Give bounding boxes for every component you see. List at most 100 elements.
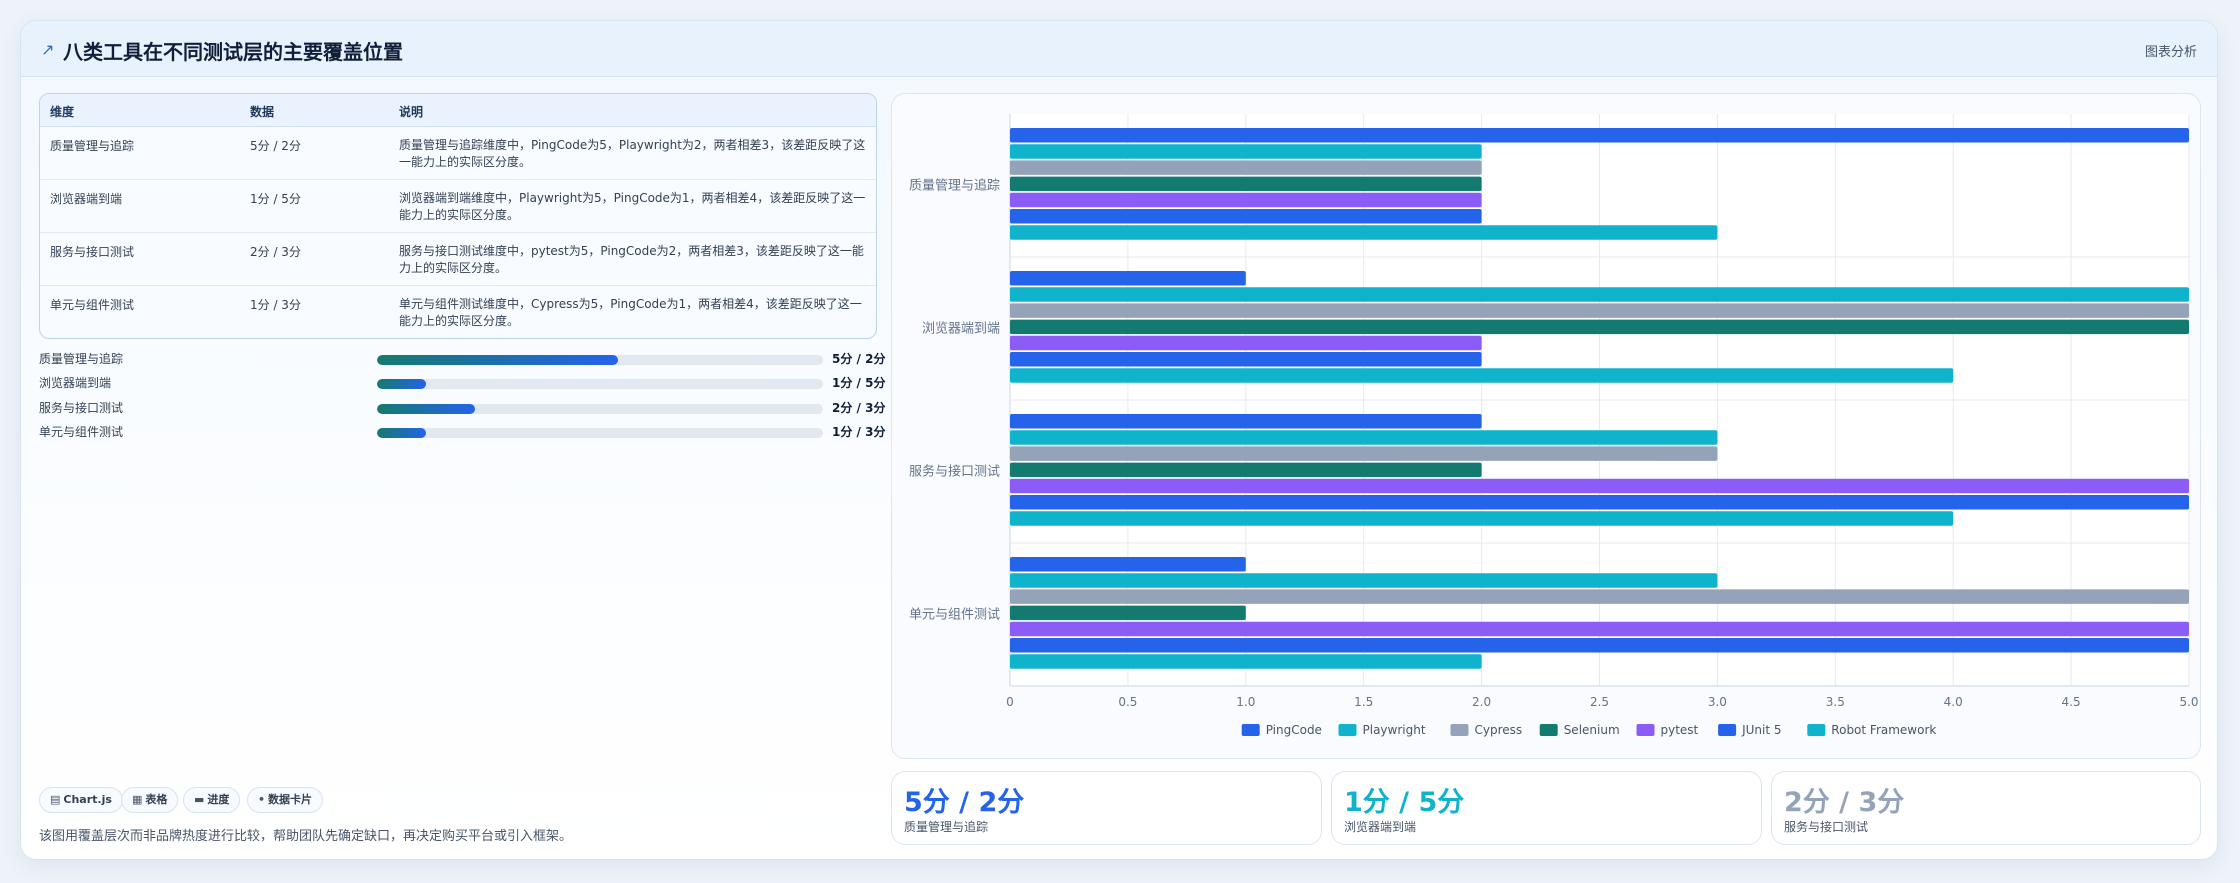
progress-row: 服务与接口测试 2分 / 3分 xyxy=(39,399,885,415)
y-category-label: 单元与组件测试 xyxy=(909,608,1000,623)
chip-data-cards[interactable]: • 数据卡片 xyxy=(247,787,324,813)
header-chart-analysis-label: 图表分析 xyxy=(2144,45,2197,60)
table-cell-dimension: 浏览器端到端 xyxy=(50,192,123,206)
x-tick-label: 1.5 xyxy=(1354,695,1373,709)
table-cell-dimension: 质量管理与追踪 xyxy=(50,139,135,153)
bar xyxy=(1010,557,1246,572)
stat-label: 浏览器端到端 xyxy=(1344,820,1417,834)
chip-label: 数据卡片 xyxy=(268,793,313,806)
table-cell-description: 服务与接口测试维度中，pytest为5，PingCode为2，两者相差3，该差距… xyxy=(399,244,864,275)
progress-icon: ▬ xyxy=(194,793,205,806)
bar xyxy=(1010,303,2189,318)
legend-swatch xyxy=(1338,724,1357,736)
bar xyxy=(1010,368,1954,383)
progress-track xyxy=(377,379,823,389)
main-card: ↗ 八类工具在不同测试层的主要覆盖位置 图表分析 维度 数据 说明 质量管理与追… xyxy=(20,20,2218,860)
y-category-label: 质量管理与追踪 xyxy=(909,178,1000,194)
table-cell-dimension: 服务与接口测试 xyxy=(50,245,135,259)
bar xyxy=(1010,654,1482,669)
table-cell-description: 单元与组件测试维度中，Cypress为5，PingCode为1，两者相差4，该差… xyxy=(399,297,862,328)
legend-label: Cypress xyxy=(1475,723,1523,737)
stat-value: 5分 / 2分 xyxy=(904,787,1025,818)
progress-label: 浏览器端到端 xyxy=(39,376,112,390)
legend-label: pytest xyxy=(1661,723,1699,737)
table-row: 单元与组件测试 1分 / 3分 单元与组件测试维度中，Cypress为5，Pin… xyxy=(40,286,876,338)
bar xyxy=(1010,176,1482,192)
bar xyxy=(1010,352,1482,367)
x-tick-label: 2.5 xyxy=(1590,695,1609,709)
chip-label: Chart.js xyxy=(63,793,112,806)
bar xyxy=(1010,478,2189,494)
bar xyxy=(1010,605,1246,621)
x-tick-label: 0.5 xyxy=(1118,695,1137,709)
chip-label: 表格 xyxy=(145,793,168,806)
bar xyxy=(1010,271,1246,286)
progress-row: 浏览器端到端 1分 / 5分 xyxy=(39,374,885,390)
table-row: 质量管理与追踪 5分 / 2分 质量管理与追踪维度中，PingCode为5，Pl… xyxy=(40,127,876,180)
chip-progress[interactable]: ▬ 进度 xyxy=(183,787,241,813)
legend-swatch xyxy=(1539,724,1558,736)
bar xyxy=(1010,495,2189,510)
bar xyxy=(1010,573,1718,588)
legend-swatch xyxy=(1241,724,1260,736)
stat-value: 2分 / 3分 xyxy=(1784,787,1905,818)
progress-value: 1分 / 3分 xyxy=(832,425,886,439)
stat-card: 2分 / 3分 服务与接口测试 xyxy=(1771,771,2201,845)
progress-label: 服务与接口测试 xyxy=(39,401,124,415)
bar-chart: 0 0.5 1.0 1.5 2.0 2.5 3.0 3.5 4.0 4.5 5.0 质量管理与追踪浏览… xyxy=(909,114,2199,737)
table-header-row: 维度 数据 说明 xyxy=(40,94,876,127)
table-icon: ▦ xyxy=(132,793,143,806)
progress-fill xyxy=(377,428,427,438)
progress-value: 2分 / 3分 xyxy=(832,401,886,415)
x-tick-label: 0 xyxy=(1006,695,1014,709)
legend-label: Selenium xyxy=(1564,723,1620,737)
progress-row: 单元与组件测试 1分 / 3分 xyxy=(39,423,885,439)
legend-swatch xyxy=(1636,724,1655,736)
table-row: 浏览器端到端 1分 / 5分 浏览器端到端维度中，Playwright为5，Pi… xyxy=(40,180,876,233)
bar xyxy=(1010,209,1482,224)
bar xyxy=(1010,225,1718,240)
x-tick-label: 3.0 xyxy=(1708,695,1727,709)
table-header-data: 数据 xyxy=(250,105,275,119)
chip-chartjs[interactable]: ▤ Chart.js xyxy=(39,787,123,813)
table-cell-data: 5分 / 2分 xyxy=(250,139,301,153)
stat-label: 服务与接口测试 xyxy=(1784,820,1869,834)
progress-track xyxy=(377,428,823,438)
legend-swatch xyxy=(1807,724,1826,736)
bar xyxy=(1010,335,1482,351)
card-icon: • xyxy=(258,793,266,806)
table-cell-description: 质量管理与追踪维度中，PingCode为5，Playwright为2，两者相差3… xyxy=(399,138,866,169)
chart-icon: ▤ xyxy=(50,793,61,806)
bar xyxy=(1010,430,1718,445)
bar xyxy=(1010,589,2189,604)
table-cell-dimension: 单元与组件测试 xyxy=(50,298,135,312)
y-category-label: 浏览器端到端 xyxy=(922,321,1000,337)
table-header-description: 说明 xyxy=(399,105,424,119)
legend-label: PingCode xyxy=(1266,723,1322,737)
bar xyxy=(1010,621,2189,637)
bar xyxy=(1010,638,2189,653)
bar xyxy=(1010,414,1482,429)
progress-fill xyxy=(377,379,427,389)
bar xyxy=(1010,511,1954,526)
progress-track xyxy=(377,404,823,414)
bar xyxy=(1010,462,1482,478)
x-tick-label: 1.0 xyxy=(1236,695,1255,709)
bar xyxy=(1010,144,1482,159)
stat-label: 质量管理与追踪 xyxy=(904,820,989,834)
card-header: ↗ 八类工具在不同测试层的主要覆盖位置 图表分析 xyxy=(21,21,2217,77)
legend-label: Playwright xyxy=(1363,723,1426,737)
stat-card: 5分 / 2分 质量管理与追踪 xyxy=(891,771,1322,845)
bar xyxy=(1010,319,2189,335)
chip-table[interactable]: ▦ 表格 xyxy=(121,787,179,813)
legend-swatch xyxy=(1450,724,1469,736)
table-row: 服务与接口测试 2分 / 3分 服务与接口测试维度中，pytest为5，Ping… xyxy=(40,233,876,286)
bar xyxy=(1010,287,2189,302)
bar xyxy=(1010,192,1482,208)
progress-value: 1分 / 5分 xyxy=(832,376,886,390)
legend-label: Robot Framework xyxy=(1831,723,1936,737)
table-cell-data: 1分 / 3分 xyxy=(250,298,301,312)
progress-fill xyxy=(377,404,476,414)
progress-value: 5分 / 2分 xyxy=(832,352,886,366)
x-tick-label: 4.0 xyxy=(1944,695,1963,709)
